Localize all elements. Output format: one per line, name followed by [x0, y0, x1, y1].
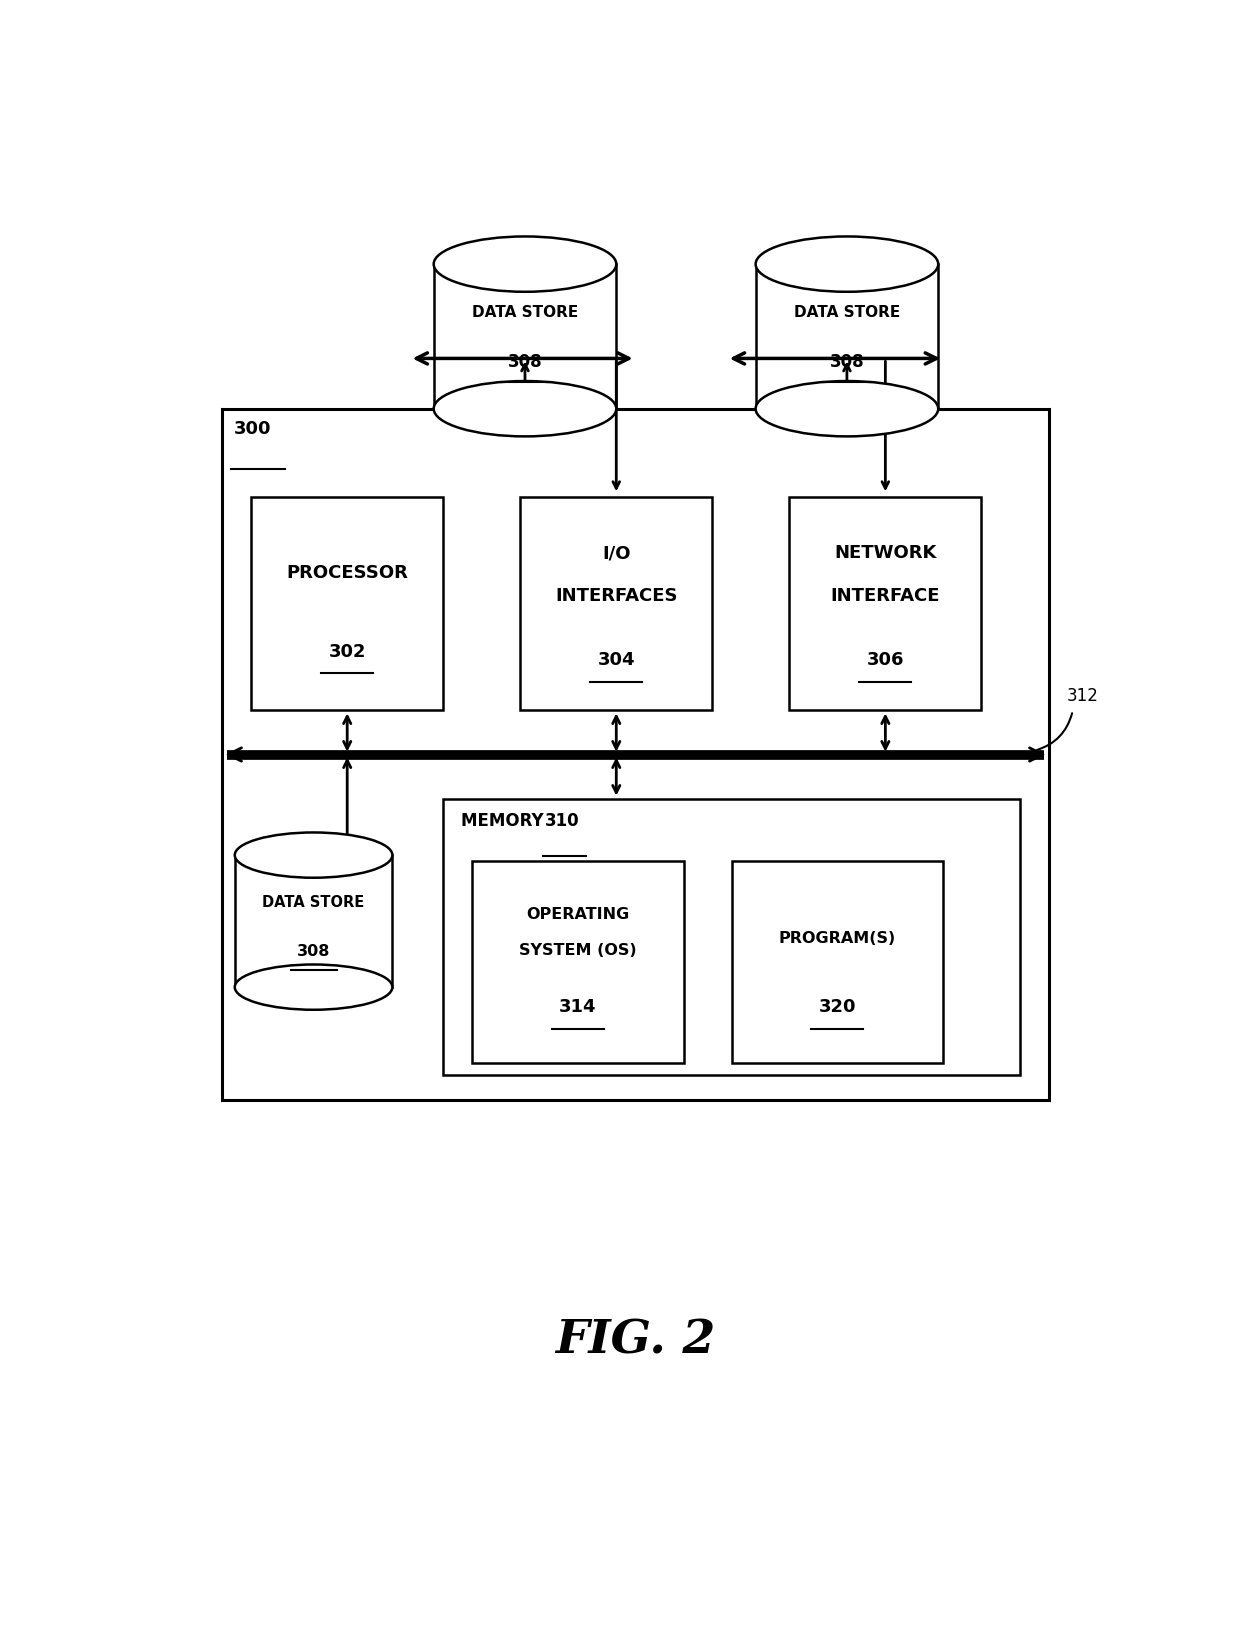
Text: DATA STORE: DATA STORE — [263, 894, 365, 909]
Text: 320: 320 — [818, 997, 856, 1015]
Text: 300: 300 — [234, 419, 272, 437]
Text: INTERFACES: INTERFACES — [556, 588, 677, 605]
Text: FIG. 2: FIG. 2 — [556, 1317, 715, 1363]
Text: INTERFACE: INTERFACE — [831, 588, 940, 605]
Text: 314: 314 — [559, 997, 596, 1015]
FancyBboxPatch shape — [250, 498, 444, 712]
Text: MEMORY: MEMORY — [460, 811, 549, 829]
Text: DATA STORE: DATA STORE — [794, 305, 900, 320]
Ellipse shape — [755, 382, 939, 437]
Ellipse shape — [434, 382, 616, 437]
Text: SYSTEM (OS): SYSTEM (OS) — [520, 943, 636, 958]
FancyBboxPatch shape — [732, 862, 942, 1062]
Text: DATA STORE: DATA STORE — [472, 305, 578, 320]
Text: NETWORK: NETWORK — [835, 543, 936, 561]
Ellipse shape — [234, 832, 392, 878]
Text: PROCESSOR: PROCESSOR — [286, 563, 408, 581]
Polygon shape — [755, 264, 939, 410]
Ellipse shape — [234, 965, 392, 1010]
Text: 310: 310 — [546, 811, 580, 829]
FancyBboxPatch shape — [444, 800, 1019, 1075]
Text: OPERATING: OPERATING — [526, 907, 630, 922]
Text: 304: 304 — [598, 651, 635, 669]
Text: PROGRAM(S): PROGRAM(S) — [779, 930, 897, 947]
FancyBboxPatch shape — [789, 498, 982, 712]
Polygon shape — [234, 855, 392, 987]
Ellipse shape — [755, 237, 939, 292]
FancyBboxPatch shape — [472, 862, 683, 1062]
Text: 306: 306 — [867, 651, 904, 669]
Text: 302: 302 — [329, 643, 366, 661]
Text: 312: 312 — [1066, 687, 1099, 705]
Text: 308: 308 — [507, 353, 542, 370]
FancyBboxPatch shape — [521, 498, 713, 712]
Polygon shape — [434, 264, 616, 410]
FancyBboxPatch shape — [222, 410, 1049, 1100]
Ellipse shape — [434, 237, 616, 292]
Text: 308: 308 — [830, 353, 864, 370]
Text: 308: 308 — [296, 943, 330, 958]
Text: I/O: I/O — [603, 543, 630, 561]
